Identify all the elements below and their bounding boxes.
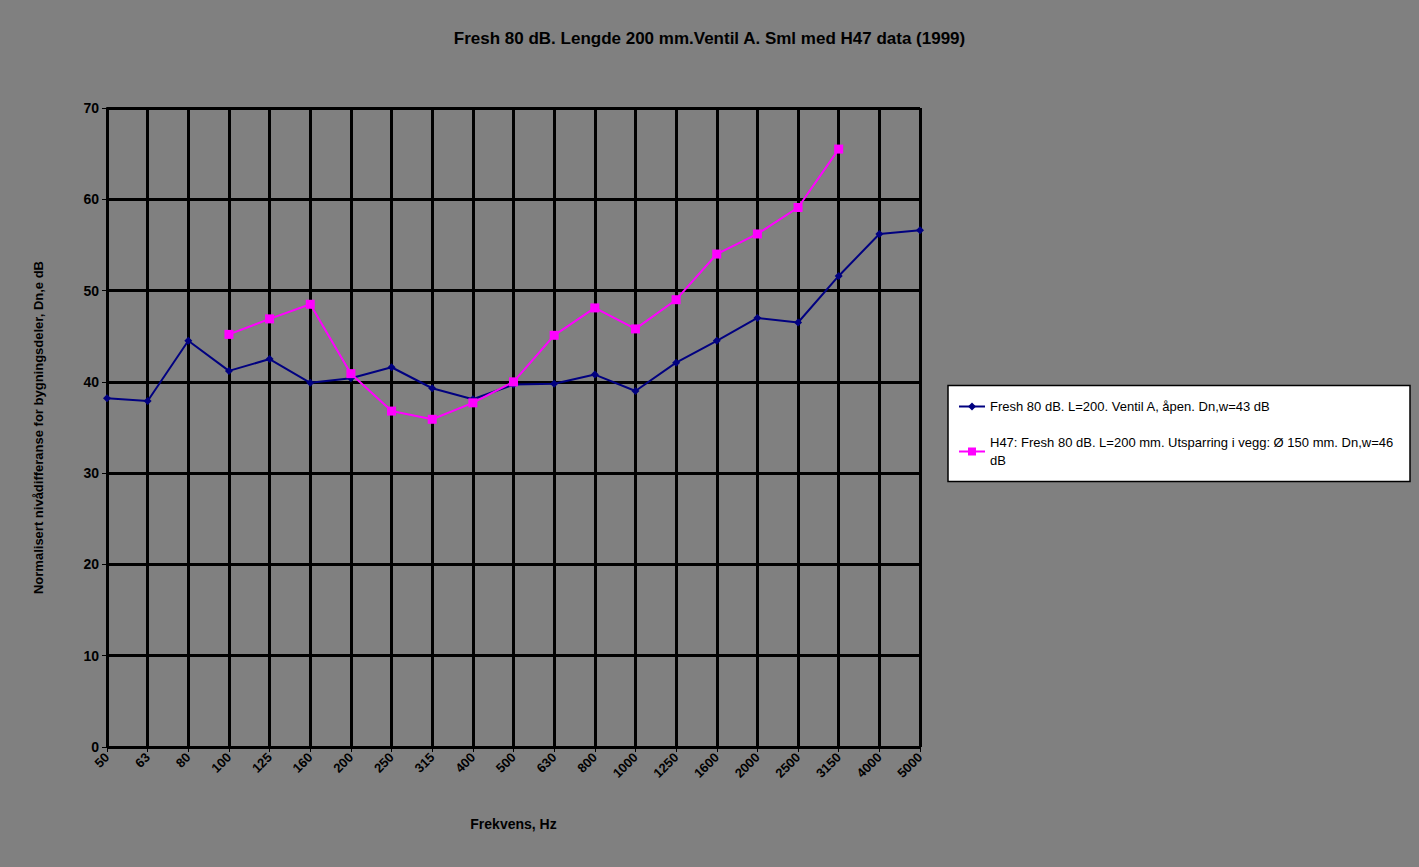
svg-text:2500: 2500	[772, 750, 803, 781]
svg-text:40: 40	[83, 374, 99, 390]
svg-text:50: 50	[83, 283, 99, 299]
svg-text:30: 30	[83, 465, 99, 481]
svg-text:1000: 1000	[610, 750, 641, 781]
svg-text:200: 200	[330, 750, 356, 776]
svg-text:80: 80	[173, 750, 194, 771]
svg-text:4000: 4000	[854, 750, 885, 781]
svg-text:Frekvens, Hz: Frekvens, Hz	[470, 816, 556, 832]
svg-text:500: 500	[493, 750, 519, 776]
svg-text:Fresh 80 dB. Lengde 200 mm.Ven: Fresh 80 dB. Lengde 200 mm.Ventil A. Sml…	[454, 29, 965, 48]
svg-text:dB: dB	[990, 453, 1006, 468]
svg-text:100: 100	[208, 750, 234, 776]
svg-text:800: 800	[574, 750, 600, 776]
svg-text:250: 250	[371, 750, 397, 776]
svg-text:3150: 3150	[813, 750, 844, 781]
svg-text:0: 0	[91, 739, 99, 755]
svg-text:125: 125	[249, 750, 275, 776]
svg-text:Normalisert nivådifferanse for: Normalisert nivådifferanse for bygningsd…	[31, 261, 46, 594]
svg-text:400: 400	[452, 750, 478, 776]
svg-text:5000: 5000	[894, 750, 925, 781]
svg-text:2000: 2000	[732, 750, 763, 781]
svg-text:20: 20	[83, 556, 99, 572]
svg-text:63: 63	[132, 750, 153, 771]
svg-text:1600: 1600	[691, 750, 722, 781]
svg-text:H47: Fresh 80 dB. L=200 mm. Ut: H47: Fresh 80 dB. L=200 mm. Utsparring i…	[990, 435, 1397, 450]
svg-text:1250: 1250	[650, 750, 681, 781]
svg-text:50: 50	[91, 750, 112, 771]
svg-text:70: 70	[83, 100, 99, 116]
svg-text:630: 630	[534, 750, 560, 776]
svg-text:160: 160	[290, 750, 316, 776]
svg-text:Fresh 80 dB. L=200. Ventil A,: Fresh 80 dB. L=200. Ventil A, åpen. Dn,w…	[990, 399, 1270, 414]
svg-text:315: 315	[412, 750, 438, 776]
svg-text:10: 10	[83, 648, 99, 664]
svg-text:60: 60	[83, 191, 99, 207]
